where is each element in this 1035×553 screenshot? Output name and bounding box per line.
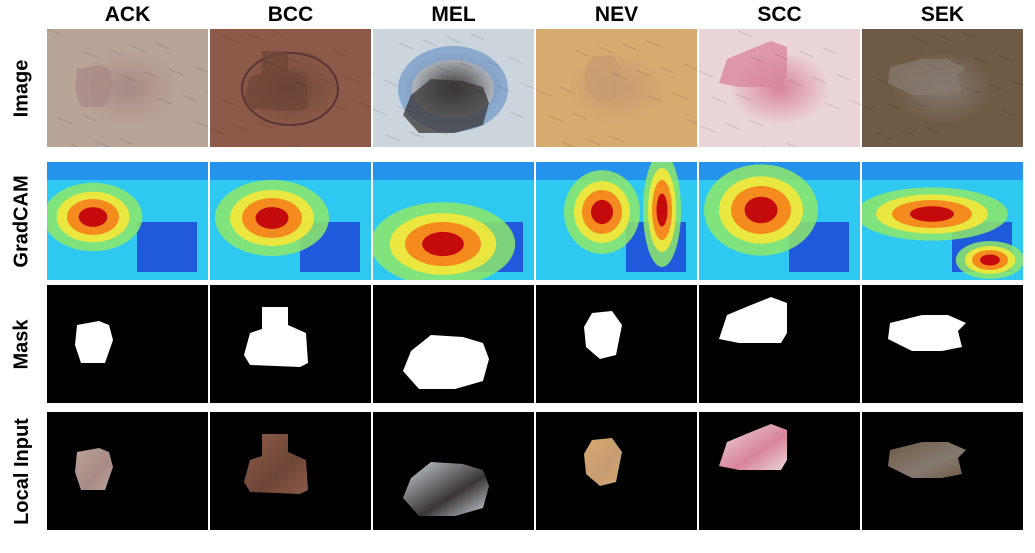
row-label-text: GradCAM (10, 174, 33, 268)
tile-local-input-sek (862, 412, 1023, 530)
row-label-local-input: Local Input (0, 412, 44, 530)
row-label-text: Mask (10, 318, 33, 370)
tile-mask-mel (373, 285, 534, 403)
tile-gradcam-mel (373, 162, 534, 280)
mask-icon (699, 285, 860, 403)
skin-photo-icon (862, 412, 1023, 530)
column-header-sek: SEK (920, 3, 965, 26)
mask-icon (536, 285, 697, 403)
tile-mask-ack (47, 285, 208, 403)
skin-photo-icon (210, 29, 371, 147)
tile-image-nev (536, 29, 697, 147)
mask-icon (862, 285, 1023, 403)
skin-photo-icon (699, 412, 860, 530)
row-label-mask: Mask (0, 285, 44, 403)
tile-local-input-scc (699, 412, 860, 530)
tile-image-sek (862, 29, 1023, 147)
skin-photo-icon (373, 412, 534, 530)
tile-mask-bcc (210, 285, 371, 403)
skin-photo-icon (862, 29, 1023, 147)
tile-mask-sek (862, 285, 1023, 403)
skin-photo-icon (47, 412, 208, 530)
skin-photo-icon (47, 29, 208, 147)
row-label-gradcam: GradCAM (0, 162, 44, 280)
tile-mask-nev (536, 285, 697, 403)
tile-local-input-bcc (210, 412, 371, 530)
mask-icon (47, 285, 208, 403)
skin-photo-icon (536, 412, 697, 530)
row-label-text: Local Input (10, 417, 33, 525)
heatmap-icon (862, 162, 1023, 280)
tile-image-scc (699, 29, 860, 147)
tile-image-ack (47, 29, 208, 147)
skin-photo-icon (373, 29, 534, 147)
row-label-text: Image (10, 59, 33, 117)
mask-icon (210, 285, 371, 403)
tile-gradcam-nev (536, 162, 697, 280)
heatmap-icon (47, 162, 208, 280)
column-header-bcc: BCC (267, 3, 314, 26)
tile-gradcam-ack (47, 162, 208, 280)
tile-local-input-mel (373, 412, 534, 530)
column-header-nev: NEV (594, 3, 639, 26)
tile-gradcam-sek (862, 162, 1023, 280)
heatmap-icon (699, 162, 860, 280)
skin-photo-icon (536, 29, 697, 147)
tile-image-mel (373, 29, 534, 147)
heatmap-icon (373, 162, 534, 280)
heatmap-icon (536, 162, 697, 280)
skin-photo-icon (699, 29, 860, 147)
tile-image-bcc (210, 29, 371, 147)
column-header-mel: MEL (431, 3, 476, 26)
skin-photo-icon (210, 412, 371, 530)
tile-mask-scc (699, 285, 860, 403)
row-label-image: Image (0, 29, 44, 147)
mask-icon (373, 285, 534, 403)
column-header-scc: SCC (757, 3, 802, 26)
tile-local-input-ack (47, 412, 208, 530)
tile-gradcam-bcc (210, 162, 371, 280)
tile-local-input-nev (536, 412, 697, 530)
heatmap-icon (210, 162, 371, 280)
tile-gradcam-scc (699, 162, 860, 280)
column-header-ack: ACK (104, 3, 151, 26)
